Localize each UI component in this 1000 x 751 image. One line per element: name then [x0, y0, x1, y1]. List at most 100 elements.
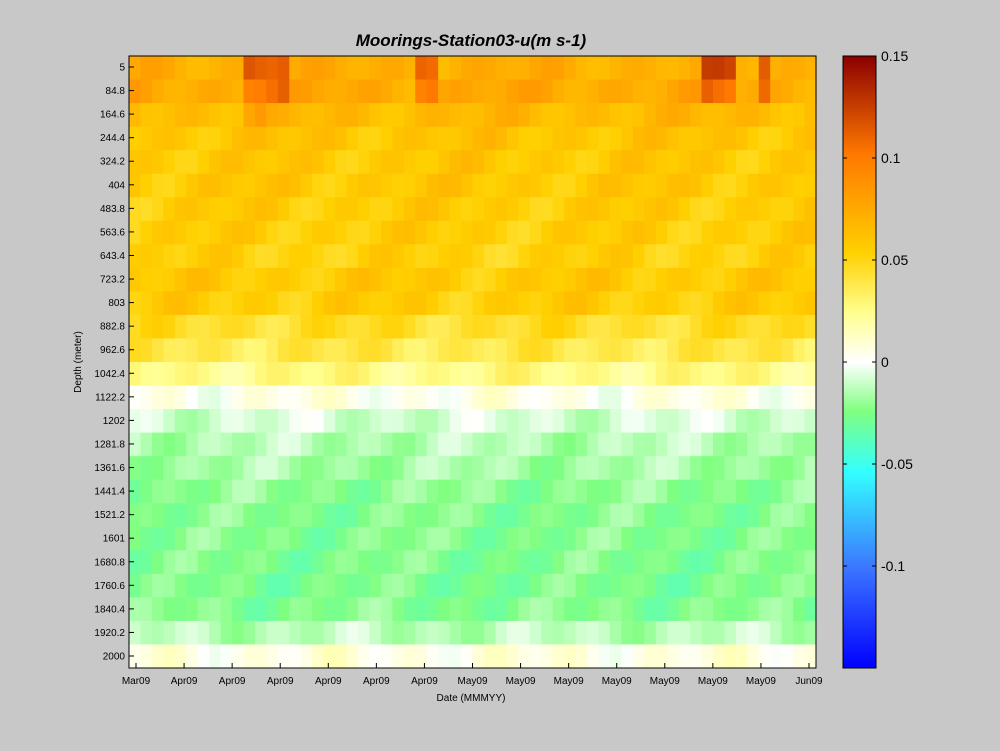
heatmap-cell — [575, 644, 588, 669]
heatmap-cell — [632, 644, 645, 669]
heatmap-cell — [232, 479, 245, 504]
y-tick-label: 5 — [119, 63, 125, 74]
heatmap-cell — [724, 432, 737, 457]
heatmap-cell — [151, 503, 164, 528]
heatmap-cell — [655, 503, 668, 528]
heatmap-cell — [209, 314, 222, 340]
heatmap-cell — [426, 573, 439, 598]
heatmap-cell — [598, 267, 611, 292]
colorbar-tick-label: 0.05 — [881, 252, 908, 268]
heatmap-cell — [266, 173, 279, 198]
heatmap-cell — [644, 150, 657, 175]
heatmap-cell — [621, 197, 634, 222]
heatmap-cell — [587, 479, 600, 504]
heatmap-cell — [506, 220, 519, 245]
heatmap-cell — [266, 550, 279, 575]
heatmap-cell — [770, 56, 783, 81]
heatmap-cell — [323, 409, 336, 434]
heatmap-cell — [667, 79, 680, 104]
heatmap-cell — [506, 173, 519, 198]
heatmap-cell — [151, 385, 164, 410]
heatmap-cell — [151, 126, 164, 151]
heatmap-cell — [289, 338, 302, 363]
heatmap-cell — [781, 244, 794, 269]
heatmap-cell — [758, 644, 771, 669]
heatmap-cell — [461, 479, 474, 504]
heatmap-cell — [678, 314, 691, 340]
heatmap-cell — [163, 267, 176, 292]
heatmap-cell — [243, 220, 256, 245]
heatmap-cell — [632, 197, 645, 222]
heatmap-cell — [644, 244, 657, 269]
heatmap-cell — [266, 479, 279, 504]
heatmap-cell — [655, 338, 668, 363]
heatmap-cell — [140, 126, 153, 151]
heatmap-cell — [392, 79, 405, 104]
heatmap-cell — [667, 173, 680, 198]
heatmap-cell — [770, 150, 783, 175]
heatmap-cell — [415, 103, 428, 128]
heatmap-cell — [151, 362, 164, 387]
heatmap-cell — [678, 385, 691, 410]
y-tick-label: 962.6 — [100, 345, 125, 356]
heatmap-cell — [621, 103, 634, 128]
heatmap-cell — [209, 173, 222, 198]
heatmap-cell — [312, 338, 325, 363]
heatmap-cell — [587, 150, 600, 175]
heatmap-cell — [472, 314, 485, 340]
heatmap-cell — [701, 150, 714, 175]
heatmap-cell — [781, 103, 794, 128]
heatmap-cell — [243, 314, 256, 340]
heatmap-cell — [174, 526, 187, 551]
heatmap-cell — [151, 432, 164, 457]
heatmap-cell — [163, 385, 176, 410]
heatmap-cell — [529, 597, 542, 622]
heatmap-cell — [667, 644, 680, 669]
heatmap-cell — [564, 432, 577, 457]
heatmap-cell — [701, 56, 714, 81]
heatmap-cell — [186, 597, 199, 622]
heatmap-cell — [575, 150, 588, 175]
heatmap-cell — [758, 197, 771, 222]
heatmap-cell — [358, 620, 371, 646]
heatmap-cell — [724, 479, 737, 504]
heatmap-cell — [174, 597, 187, 622]
heatmap-cell — [403, 126, 416, 151]
heatmap-cell — [667, 314, 680, 340]
heatmap-cell — [323, 573, 336, 598]
heatmap-cell — [804, 456, 817, 481]
heatmap-cell — [472, 291, 485, 316]
heatmap-cell — [564, 526, 577, 551]
heatmap-cell — [655, 362, 668, 387]
x-tick-label: Apr09 — [363, 676, 390, 687]
heatmap-cell — [335, 385, 348, 410]
heatmap-cell — [426, 126, 439, 151]
heatmap-cell — [472, 197, 485, 222]
heatmap-cell — [209, 103, 222, 128]
heatmap-cell — [712, 362, 725, 387]
heatmap-cell — [220, 526, 233, 551]
heatmap-cell — [220, 126, 233, 151]
heatmap-cell — [804, 597, 817, 622]
heatmap-cell — [621, 573, 634, 598]
heatmap-cell — [392, 244, 405, 269]
heatmap-cell — [575, 456, 588, 481]
heatmap-cell — [667, 244, 680, 269]
heatmap-cell — [781, 79, 794, 104]
heatmap-cell — [243, 150, 256, 175]
heatmap-cell — [483, 620, 496, 646]
heatmap-cell — [541, 103, 554, 128]
heatmap-cell — [644, 550, 657, 575]
heatmap-cell — [781, 314, 794, 340]
heatmap-cell — [403, 409, 416, 434]
heatmap-cell — [254, 103, 267, 128]
heatmap-cell — [129, 173, 142, 198]
heatmap-cell — [346, 432, 359, 457]
heatmap-cell — [197, 126, 210, 151]
heatmap-cell — [495, 573, 508, 598]
heatmap-cell — [232, 126, 245, 151]
heatmap-cell — [781, 267, 794, 292]
heatmap-cell — [472, 479, 485, 504]
heatmap-cell — [209, 79, 222, 104]
heatmap-cell — [655, 267, 668, 292]
